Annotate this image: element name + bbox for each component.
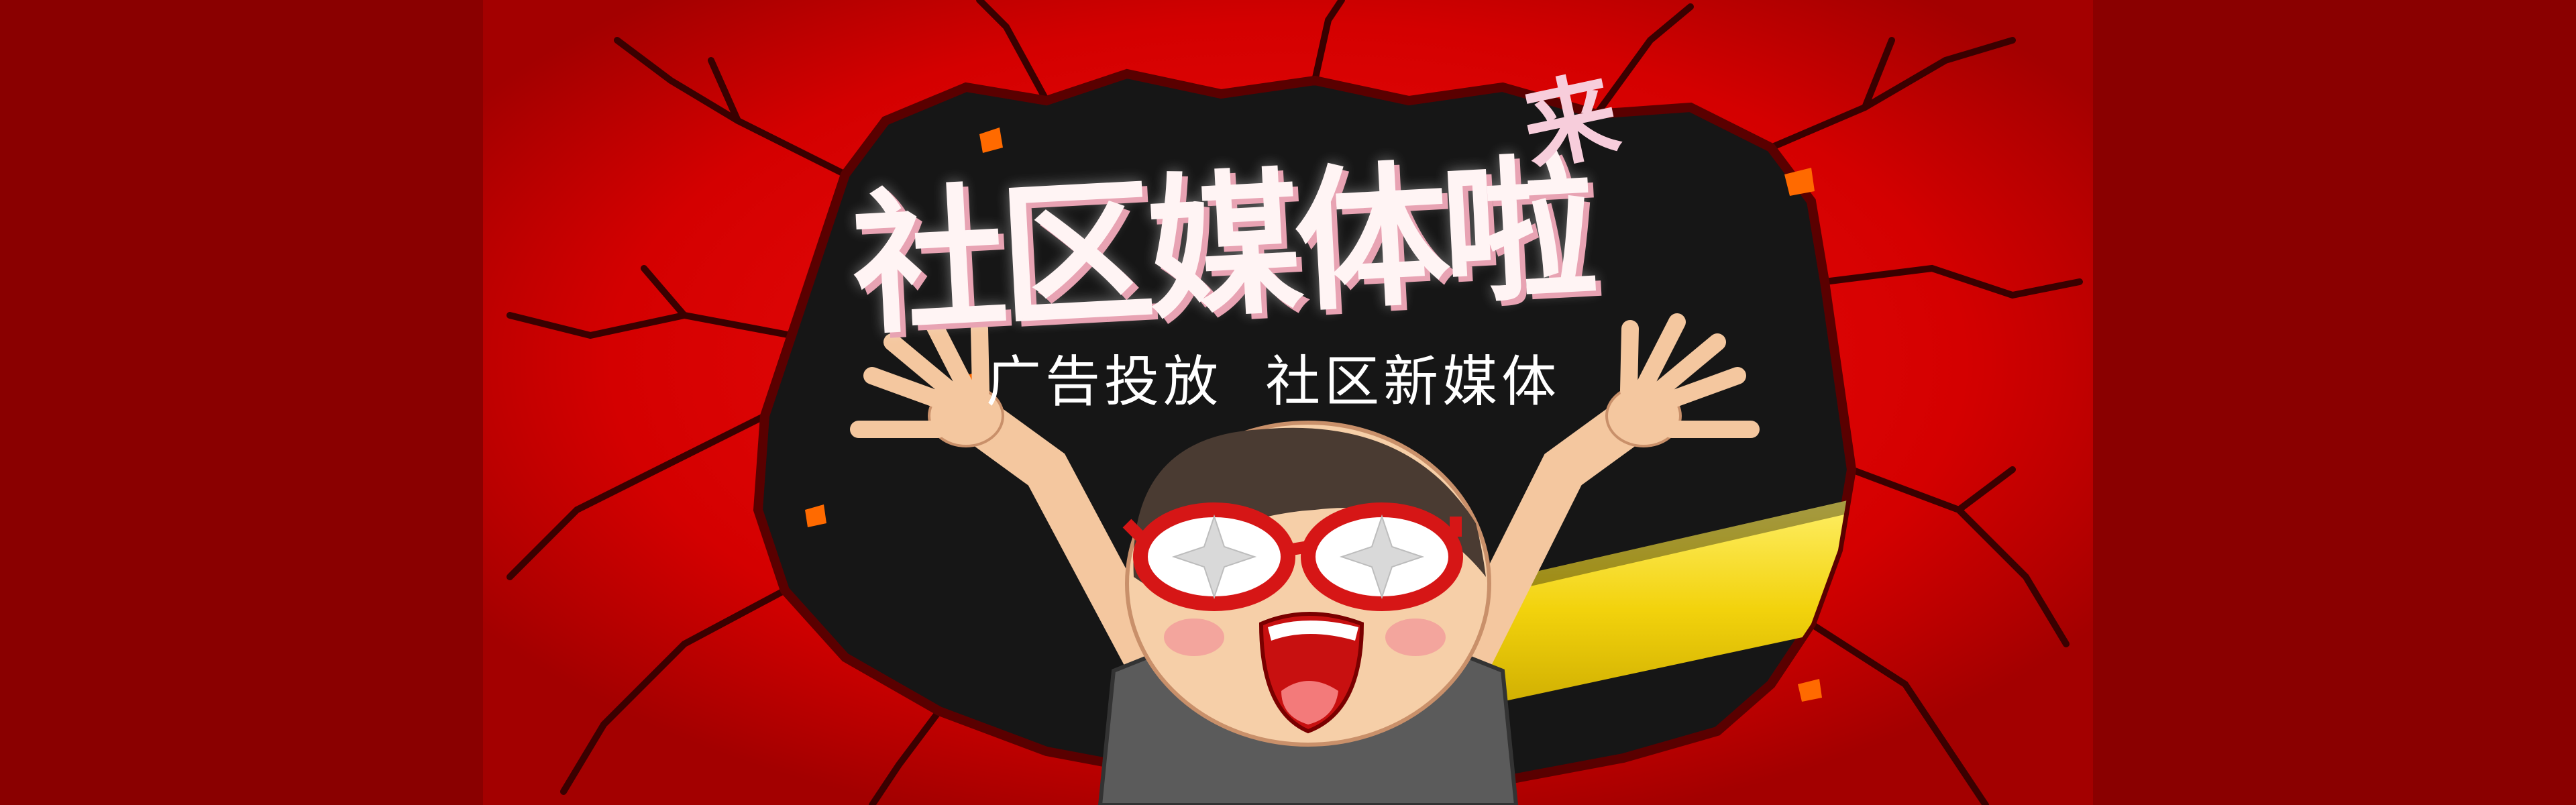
cartoon-character-with-glasses-icon xyxy=(850,313,1760,805)
banner-subtitle: 广告投放 社区新媒体 xyxy=(986,350,1561,414)
wall-cracks xyxy=(506,0,2083,805)
